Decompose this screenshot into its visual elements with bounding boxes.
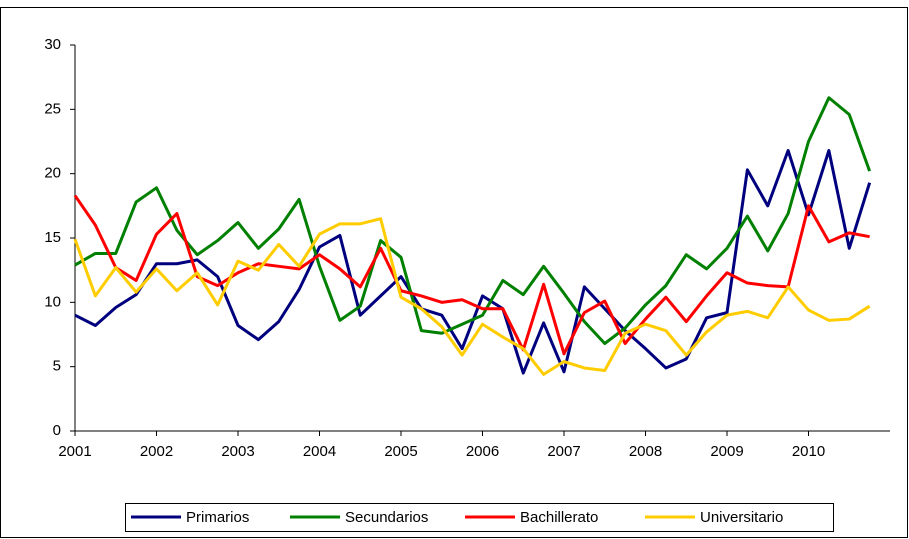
y-tick-label: 30 — [44, 36, 61, 53]
legend-label: Universitario — [700, 509, 783, 526]
y-tick-label: 25 — [44, 100, 61, 117]
x-tick-label: 2010 — [792, 443, 825, 460]
x-tick-label: 2005 — [384, 443, 417, 460]
y-tick-label: 20 — [44, 165, 61, 182]
chart-border — [0, 7, 908, 538]
data-line — [74, 149, 872, 375]
data-line — [73, 217, 871, 376]
y-tick-label: 5 — [53, 358, 61, 375]
y-tick-label: 15 — [44, 229, 61, 246]
x-tick-label: 2004 — [303, 443, 336, 460]
x-tick-label: 2001 — [58, 443, 91, 460]
x-tick-label: 2008 — [629, 443, 662, 460]
legend-label: Secundarios — [345, 509, 428, 526]
y-tick-label: 0 — [53, 422, 61, 439]
x-tick-label: 2002 — [140, 443, 173, 460]
data-line — [74, 96, 872, 346]
y-tick-label: 10 — [44, 293, 61, 310]
x-tick-label: 2009 — [710, 443, 743, 460]
x-tick-label: 2007 — [547, 443, 580, 460]
data-line — [73, 194, 870, 356]
legend-label: Primarios — [186, 509, 249, 526]
x-tick-label: 2003 — [221, 443, 254, 460]
x-tick-label: 2006 — [466, 443, 499, 460]
legend-label: Bachillerato — [520, 509, 598, 526]
